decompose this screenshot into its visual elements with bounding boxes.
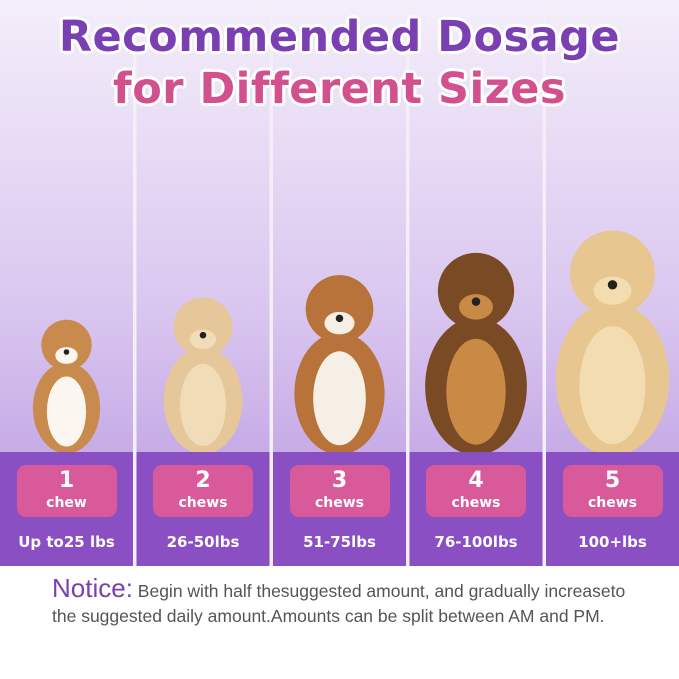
dose-badge: 5 chews: [562, 465, 663, 517]
weight-range: 51-75lbs: [303, 533, 376, 551]
dog-head: [173, 297, 233, 357]
notice: Notice: Begin with half thesuggested amo…: [52, 573, 642, 629]
dog-nose: [63, 349, 70, 355]
notice-text: Begin with half thesuggested amount, and…: [52, 581, 626, 626]
dog-head: [41, 319, 92, 371]
dog-muzzle: [593, 276, 632, 305]
dog-head: [437, 252, 515, 330]
dose-unit: chew: [46, 495, 87, 511]
dog-chest: [313, 351, 366, 446]
dog-nose: [199, 331, 207, 339]
dog-chest: [46, 376, 87, 447]
dose-badge: 1 chew: [16, 465, 117, 517]
weight-range: 100+lbs: [578, 533, 647, 551]
notice-label: Notice:: [52, 573, 133, 603]
dog-muzzle: [55, 347, 78, 364]
dose-count: 4: [468, 468, 484, 493]
dose-count: 1: [58, 468, 75, 493]
dog-head: [305, 275, 374, 343]
dose-unit: chews: [314, 495, 365, 511]
title-line: Recommended Dosage: [58, 12, 621, 62]
dog-nose: [471, 297, 481, 306]
dose-unit: chews: [178, 495, 228, 511]
dog-head: [570, 230, 655, 316]
weight-range: 76-100lbs: [434, 533, 518, 551]
dose-unit: chews: [451, 495, 501, 511]
dog-chest: [446, 338, 506, 445]
dog-chest: [180, 363, 226, 446]
weight-range: Up to25 lbs: [18, 533, 115, 551]
dose-unit: chews: [587, 495, 638, 511]
dog-nose: [335, 314, 344, 323]
dog-nose: [607, 280, 618, 290]
dose-count: 5: [604, 468, 621, 493]
dose-count: 2: [195, 468, 211, 493]
dose-count: 3: [331, 468, 348, 493]
title-line: for Different Sizes: [113, 64, 566, 114]
dog-muzzle: [324, 311, 355, 335]
dose-badge: 2 chews: [153, 465, 253, 517]
dose-badge: 4 chews: [426, 465, 526, 517]
dog-muzzle: [459, 294, 493, 320]
weight-range: 26-50lbs: [166, 533, 240, 551]
dog-chest: [579, 326, 646, 445]
dose-badge: 3 chews: [289, 465, 390, 517]
dog-muzzle: [189, 329, 217, 350]
